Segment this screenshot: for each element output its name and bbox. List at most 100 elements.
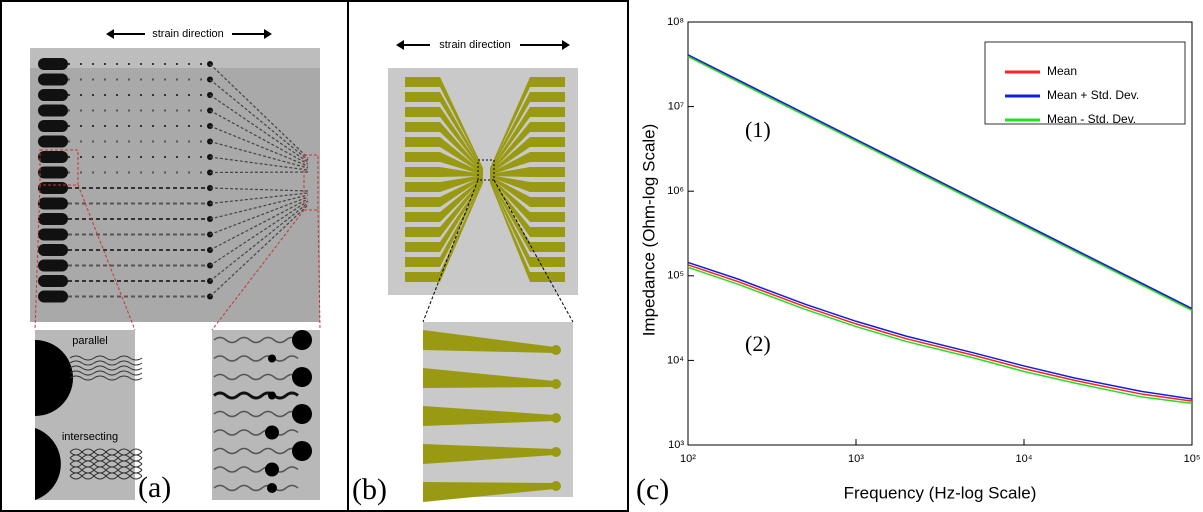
zoom-box [39, 149, 79, 186]
trace [209, 202, 309, 282]
zoom-box [303, 154, 319, 211]
trace [490, 77, 565, 170]
zoom-lines [34, 184, 321, 331]
trace [490, 178, 565, 237]
diagrams [30, 48, 578, 502]
annotation: (1) [745, 117, 771, 142]
pad [38, 73, 68, 86]
y-tick-label: 10⁴ [667, 354, 684, 366]
pad [292, 367, 312, 387]
pad [38, 213, 68, 225]
trace [405, 137, 483, 174]
trace [405, 77, 483, 170]
wavy [213, 429, 299, 436]
x-tick-label: 10⁴ [1016, 453, 1033, 465]
pad [551, 413, 561, 423]
pad [38, 244, 68, 256]
y-tick-label: 10⁸ [667, 16, 684, 28]
trace [490, 175, 565, 192]
pad [265, 462, 279, 477]
trace [490, 176, 565, 207]
wavy [213, 336, 299, 344]
trace [209, 200, 309, 267]
plot: 10² 10³ 10⁴ 10⁵ 10³ 10⁴ 10⁵ 10⁶ 10⁷ 10⁸ (1) (2) Mean… [667, 16, 1200, 465]
pad-half [35, 340, 73, 500]
wavy [69, 375, 143, 381]
trace [405, 167, 483, 177]
trace [405, 178, 483, 237]
wavy [69, 370, 143, 376]
legend-label: Mean - Std. Dev. [1047, 112, 1136, 126]
pad [38, 228, 68, 241]
series-line [687, 55, 1193, 312]
trace [209, 109, 309, 165]
trace [490, 137, 565, 174]
trace [423, 330, 555, 353]
pad [38, 58, 68, 70]
trace [405, 175, 483, 192]
legend-label: Mean [1047, 64, 1077, 78]
mesh [69, 472, 143, 480]
series-line [687, 261, 1193, 400]
pad [38, 259, 68, 272]
wavy [69, 355, 143, 361]
wavy [213, 410, 299, 418]
wavy [69, 365, 143, 371]
trace [209, 156, 309, 171]
trace [490, 152, 565, 175]
pad [38, 120, 68, 132]
zoom-box [477, 159, 495, 181]
trace [209, 192, 309, 205]
pad [38, 275, 68, 287]
pad [38, 166, 68, 179]
wavy [213, 391, 299, 400]
trace [405, 92, 483, 171]
mesh [69, 460, 143, 468]
pad [265, 425, 279, 440]
series-line [687, 266, 1193, 405]
y-axis-label: Impedance (Ohm-log Scale) [639, 124, 658, 337]
trace [490, 180, 565, 267]
pad [551, 481, 561, 491]
trace [423, 482, 555, 502]
pad [292, 441, 312, 461]
mesh [69, 448, 143, 456]
trace [405, 152, 483, 175]
trace [209, 140, 309, 169]
inset-label: parallel [72, 335, 107, 347]
pad [267, 483, 277, 493]
wavy [213, 355, 299, 362]
trace [405, 107, 483, 172]
pad [268, 391, 276, 400]
trace [209, 63, 309, 159]
y-tick-label: 10⁵ [667, 270, 684, 282]
trace [423, 406, 555, 426]
x-tick-label: 10² [680, 453, 696, 465]
panel-label: (c) [636, 473, 669, 506]
x-tick-label: 10³ [848, 453, 864, 465]
series-line [687, 54, 1193, 311]
pad [551, 379, 561, 389]
annotation: (2) [745, 331, 771, 356]
pad [38, 290, 68, 303]
wavy [213, 484, 299, 492]
pad [551, 345, 561, 355]
trace [490, 107, 565, 172]
x-axis-label: Frequency (Hz-log Scale) [844, 483, 1037, 502]
pad [38, 197, 68, 210]
trace [209, 187, 309, 192]
mesh [69, 454, 143, 462]
mesh [69, 466, 143, 474]
trace [490, 122, 565, 173]
trace [490, 92, 565, 171]
trace [209, 194, 309, 220]
legend-box [984, 41, 1186, 125]
trace [209, 79, 309, 161]
wavy [213, 466, 299, 473]
y-tick-label: 10³ [668, 439, 684, 451]
trace [209, 204, 309, 297]
trace [209, 125, 309, 167]
x-tick-label: 10⁵ [1184, 453, 1201, 465]
trace [209, 198, 309, 251]
